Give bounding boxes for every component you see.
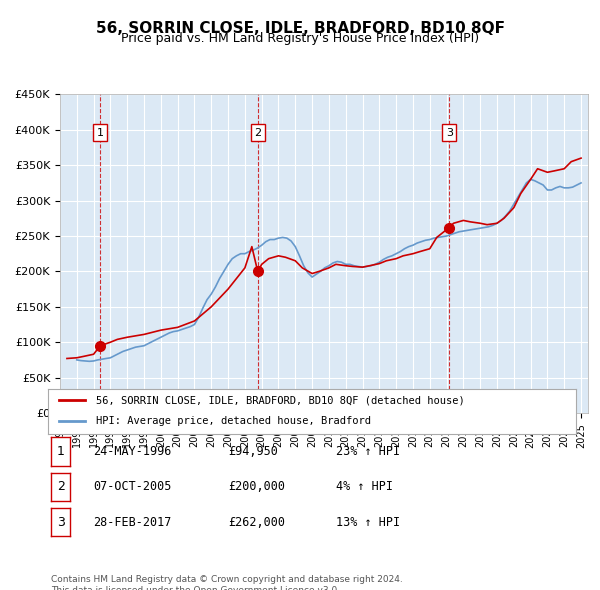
Text: 3: 3 — [446, 127, 453, 137]
Text: £262,000: £262,000 — [228, 516, 285, 529]
Text: Contains HM Land Registry data © Crown copyright and database right 2024.
This d: Contains HM Land Registry data © Crown c… — [51, 575, 403, 590]
Text: 2: 2 — [254, 127, 261, 137]
Text: 24-MAY-1996: 24-MAY-1996 — [93, 445, 172, 458]
Text: 1: 1 — [56, 445, 65, 458]
Text: 28-FEB-2017: 28-FEB-2017 — [93, 516, 172, 529]
Text: 4% ↑ HPI: 4% ↑ HPI — [336, 480, 393, 493]
Text: 1: 1 — [97, 127, 104, 137]
Text: Price paid vs. HM Land Registry's House Price Index (HPI): Price paid vs. HM Land Registry's House … — [121, 32, 479, 45]
Text: £94,950: £94,950 — [228, 445, 278, 458]
Text: 56, SORRIN CLOSE, IDLE, BRADFORD, BD10 8QF: 56, SORRIN CLOSE, IDLE, BRADFORD, BD10 8… — [95, 21, 505, 35]
Text: 07-OCT-2005: 07-OCT-2005 — [93, 480, 172, 493]
Text: £200,000: £200,000 — [228, 480, 285, 493]
Text: HPI: Average price, detached house, Bradford: HPI: Average price, detached house, Brad… — [95, 417, 371, 426]
Text: 2: 2 — [56, 480, 65, 493]
Text: 13% ↑ HPI: 13% ↑ HPI — [336, 516, 400, 529]
Text: 3: 3 — [56, 516, 65, 529]
Text: 23% ↑ HPI: 23% ↑ HPI — [336, 445, 400, 458]
Text: 56, SORRIN CLOSE, IDLE, BRADFORD, BD10 8QF (detached house): 56, SORRIN CLOSE, IDLE, BRADFORD, BD10 8… — [95, 395, 464, 405]
